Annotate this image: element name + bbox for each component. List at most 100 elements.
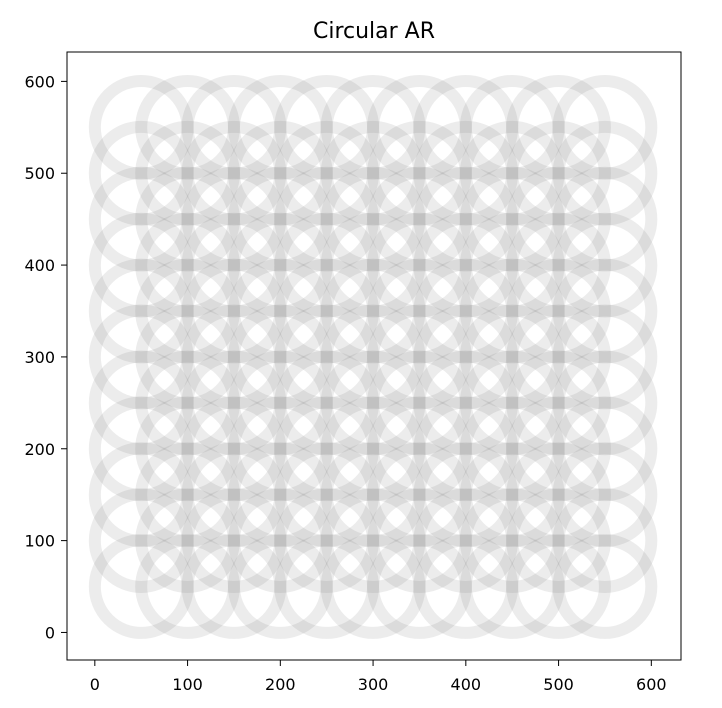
ring-marker [459,442,565,548]
ring-marker [413,166,519,272]
ring-marker [135,74,240,180]
ring-marker [552,166,658,272]
ring-marker [88,74,194,180]
ring-marker [227,166,333,272]
ring-marker [181,258,287,364]
ring-marker [135,534,240,639]
ring-marker [88,350,194,456]
ring-marker [506,74,611,180]
ring-marker [274,304,380,410]
ring-marker [413,442,519,548]
ring-marker [320,396,426,502]
x-tick-label: 200 [265,675,296,694]
ring-marker [320,304,426,410]
ring-marker [88,534,194,639]
ring-marker [506,396,611,502]
ring-marker [135,396,240,502]
x-axis: 0 100 200 300 400 500 600 [90,660,667,694]
ring-marker [459,120,565,226]
x-tick-label: 500 [543,675,574,694]
ring-marker [506,258,611,364]
plot-area [66,51,682,661]
ring-marker [413,488,519,593]
ring-marker [459,350,565,456]
ring-marker [552,74,658,180]
ring-marker [227,488,333,593]
ring-marker [367,442,472,548]
ring-marker [227,304,333,410]
ring-marker [181,304,287,410]
ring-marker [459,304,565,410]
ring-marker [459,212,565,318]
ring-marker [88,258,194,364]
ring-marker [181,442,287,548]
y-tick-label: 0 [45,623,55,642]
ring-marker [367,488,472,593]
ring-marker [506,212,611,318]
ring-marker [367,212,472,318]
ring-marker [413,258,519,364]
y-tick-label: 100 [24,532,55,551]
ring-marker [274,534,380,639]
ring-marker [135,442,240,548]
ring-marker [552,258,658,364]
ring-marker [88,304,194,410]
x-tick-label: 300 [358,675,389,694]
chart-title: Circular AR [313,19,435,44]
ring-marker [506,442,611,548]
ring-marker [320,534,426,639]
ring-marker [181,120,287,226]
ring-marker [552,442,658,548]
y-tick-label: 300 [24,348,55,367]
ring-marker [88,442,194,548]
ring-marker [181,350,287,456]
x-tick-label: 100 [172,675,203,694]
ring-marker [367,304,472,410]
ring-marker [320,442,426,548]
ring-marker [88,120,194,226]
ring-marker [88,166,194,272]
ring-marker [274,74,380,180]
ring-marker [227,396,333,502]
ring-marker [274,350,380,456]
ring-marker [181,396,287,502]
x-tick-label: 0 [90,675,100,694]
ring-marker [552,488,658,593]
ring-marker [506,534,611,639]
ring-marker [552,350,658,456]
ring-marker [181,534,287,639]
ring-marker [367,74,472,180]
ring-marker [320,74,426,180]
ring-marker [506,120,611,226]
ring-marker [552,534,658,639]
ring-marker [459,534,565,639]
ring-marker [506,304,611,410]
ring-marker [227,74,333,180]
ring-marker [413,534,519,639]
ring-marker [135,166,240,272]
y-axis: 0 100 200 300 400 500 600 [24,72,67,642]
ring-marker [227,534,333,639]
ring-marker [135,488,240,593]
y-tick-label: 500 [24,164,55,183]
ring-marker [274,396,380,502]
ring-marker [367,396,472,502]
ring-marker [227,212,333,318]
axes-background [67,52,681,660]
ring-marker [274,488,380,593]
ring-marker [88,212,194,318]
ring-marker [135,258,240,364]
ring-marker [367,258,472,364]
x-tick-label: 600 [636,675,667,694]
ring-marker [181,488,287,593]
ring-marker [506,488,611,593]
ring-marker [459,488,565,593]
ring-marker [413,74,519,180]
y-tick-label: 200 [24,440,55,459]
ring-marker [320,120,426,226]
ring-marker [181,74,287,180]
ring-marker [367,166,472,272]
ring-marker [552,120,658,226]
ring-marker [367,120,472,226]
